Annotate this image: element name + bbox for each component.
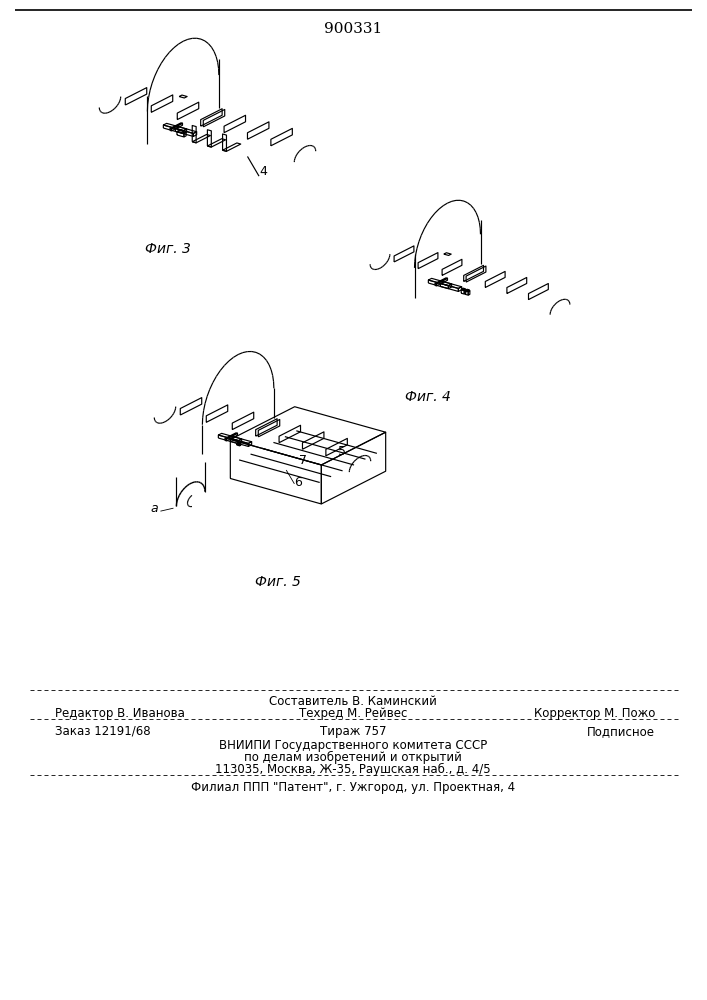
- Text: 4: 4: [259, 165, 267, 178]
- Text: Фиг. 3: Фиг. 3: [145, 242, 191, 256]
- Text: 113035, Москва, Ж-35, Раушская наб., д. 4/5: 113035, Москва, Ж-35, Раушская наб., д. …: [215, 763, 491, 776]
- Text: Филиал ППП "Патент", г. Ужгород, ул. Проектная, 4: Филиал ППП "Патент", г. Ужгород, ул. Про…: [191, 781, 515, 794]
- Text: Тираж 757: Тираж 757: [320, 725, 386, 738]
- Text: 6: 6: [294, 476, 303, 489]
- Text: по делам изобретений и открытий: по делам изобретений и открытий: [244, 751, 462, 764]
- Text: Редактор В. Иванова: Редактор В. Иванова: [55, 707, 185, 720]
- Text: 5: 5: [338, 445, 346, 458]
- Text: Заказ 12191/68: Заказ 12191/68: [55, 725, 151, 738]
- Text: Корректор М. Пожо: Корректор М. Пожо: [534, 707, 655, 720]
- Text: a: a: [151, 502, 158, 515]
- Text: 7: 7: [298, 454, 307, 467]
- Text: 900331: 900331: [324, 22, 382, 36]
- Text: Подписное: Подписное: [587, 725, 655, 738]
- Text: Фиг. 5: Фиг. 5: [255, 575, 301, 589]
- Text: Фиг. 4: Фиг. 4: [405, 390, 451, 404]
- Text: Техред М. Рейвес: Техред М. Рейвес: [299, 707, 407, 720]
- Text: ВНИИПИ Государственного комитета СССР: ВНИИПИ Государственного комитета СССР: [219, 739, 487, 752]
- Text: Составитель В. Каминский: Составитель В. Каминский: [269, 695, 437, 708]
